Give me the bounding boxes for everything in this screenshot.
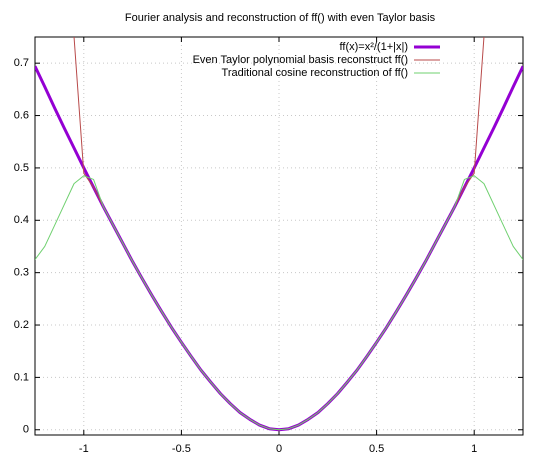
x-tick-label: -0.5 — [172, 443, 191, 455]
y-tick-label: 0 — [23, 424, 29, 436]
x-tick-label: 1 — [471, 443, 477, 455]
plot-frame — [34, 36, 524, 436]
x-tick-label: 0 — [276, 443, 282, 455]
legend-label: ff(x)=x²/(1+|x|) — [340, 41, 408, 53]
y-tick-label: 0.7 — [14, 57, 29, 69]
y-tick-label: 0.4 — [14, 214, 29, 226]
x-tick-label: -1 — [79, 443, 89, 455]
legend-label: Traditional cosine reconstruction of ff(… — [222, 67, 408, 79]
y-tick-label: 0.3 — [14, 267, 29, 279]
y-tick-label: 0.5 — [14, 162, 29, 174]
chart-title: Fourier analysis and reconstruction of f… — [125, 12, 436, 24]
plot-area — [35, 37, 523, 432]
y-tick-label: 0.6 — [14, 109, 29, 121]
legend-label: Even Taylor polynomial basis reconstruct… — [193, 54, 408, 66]
y-tick-label: 0.2 — [14, 319, 29, 331]
x-tick-label: 0.5 — [369, 443, 384, 455]
series-line — [35, 175, 523, 431]
y-tick-label: 0.1 — [14, 371, 29, 383]
series-line — [35, 65, 523, 432]
